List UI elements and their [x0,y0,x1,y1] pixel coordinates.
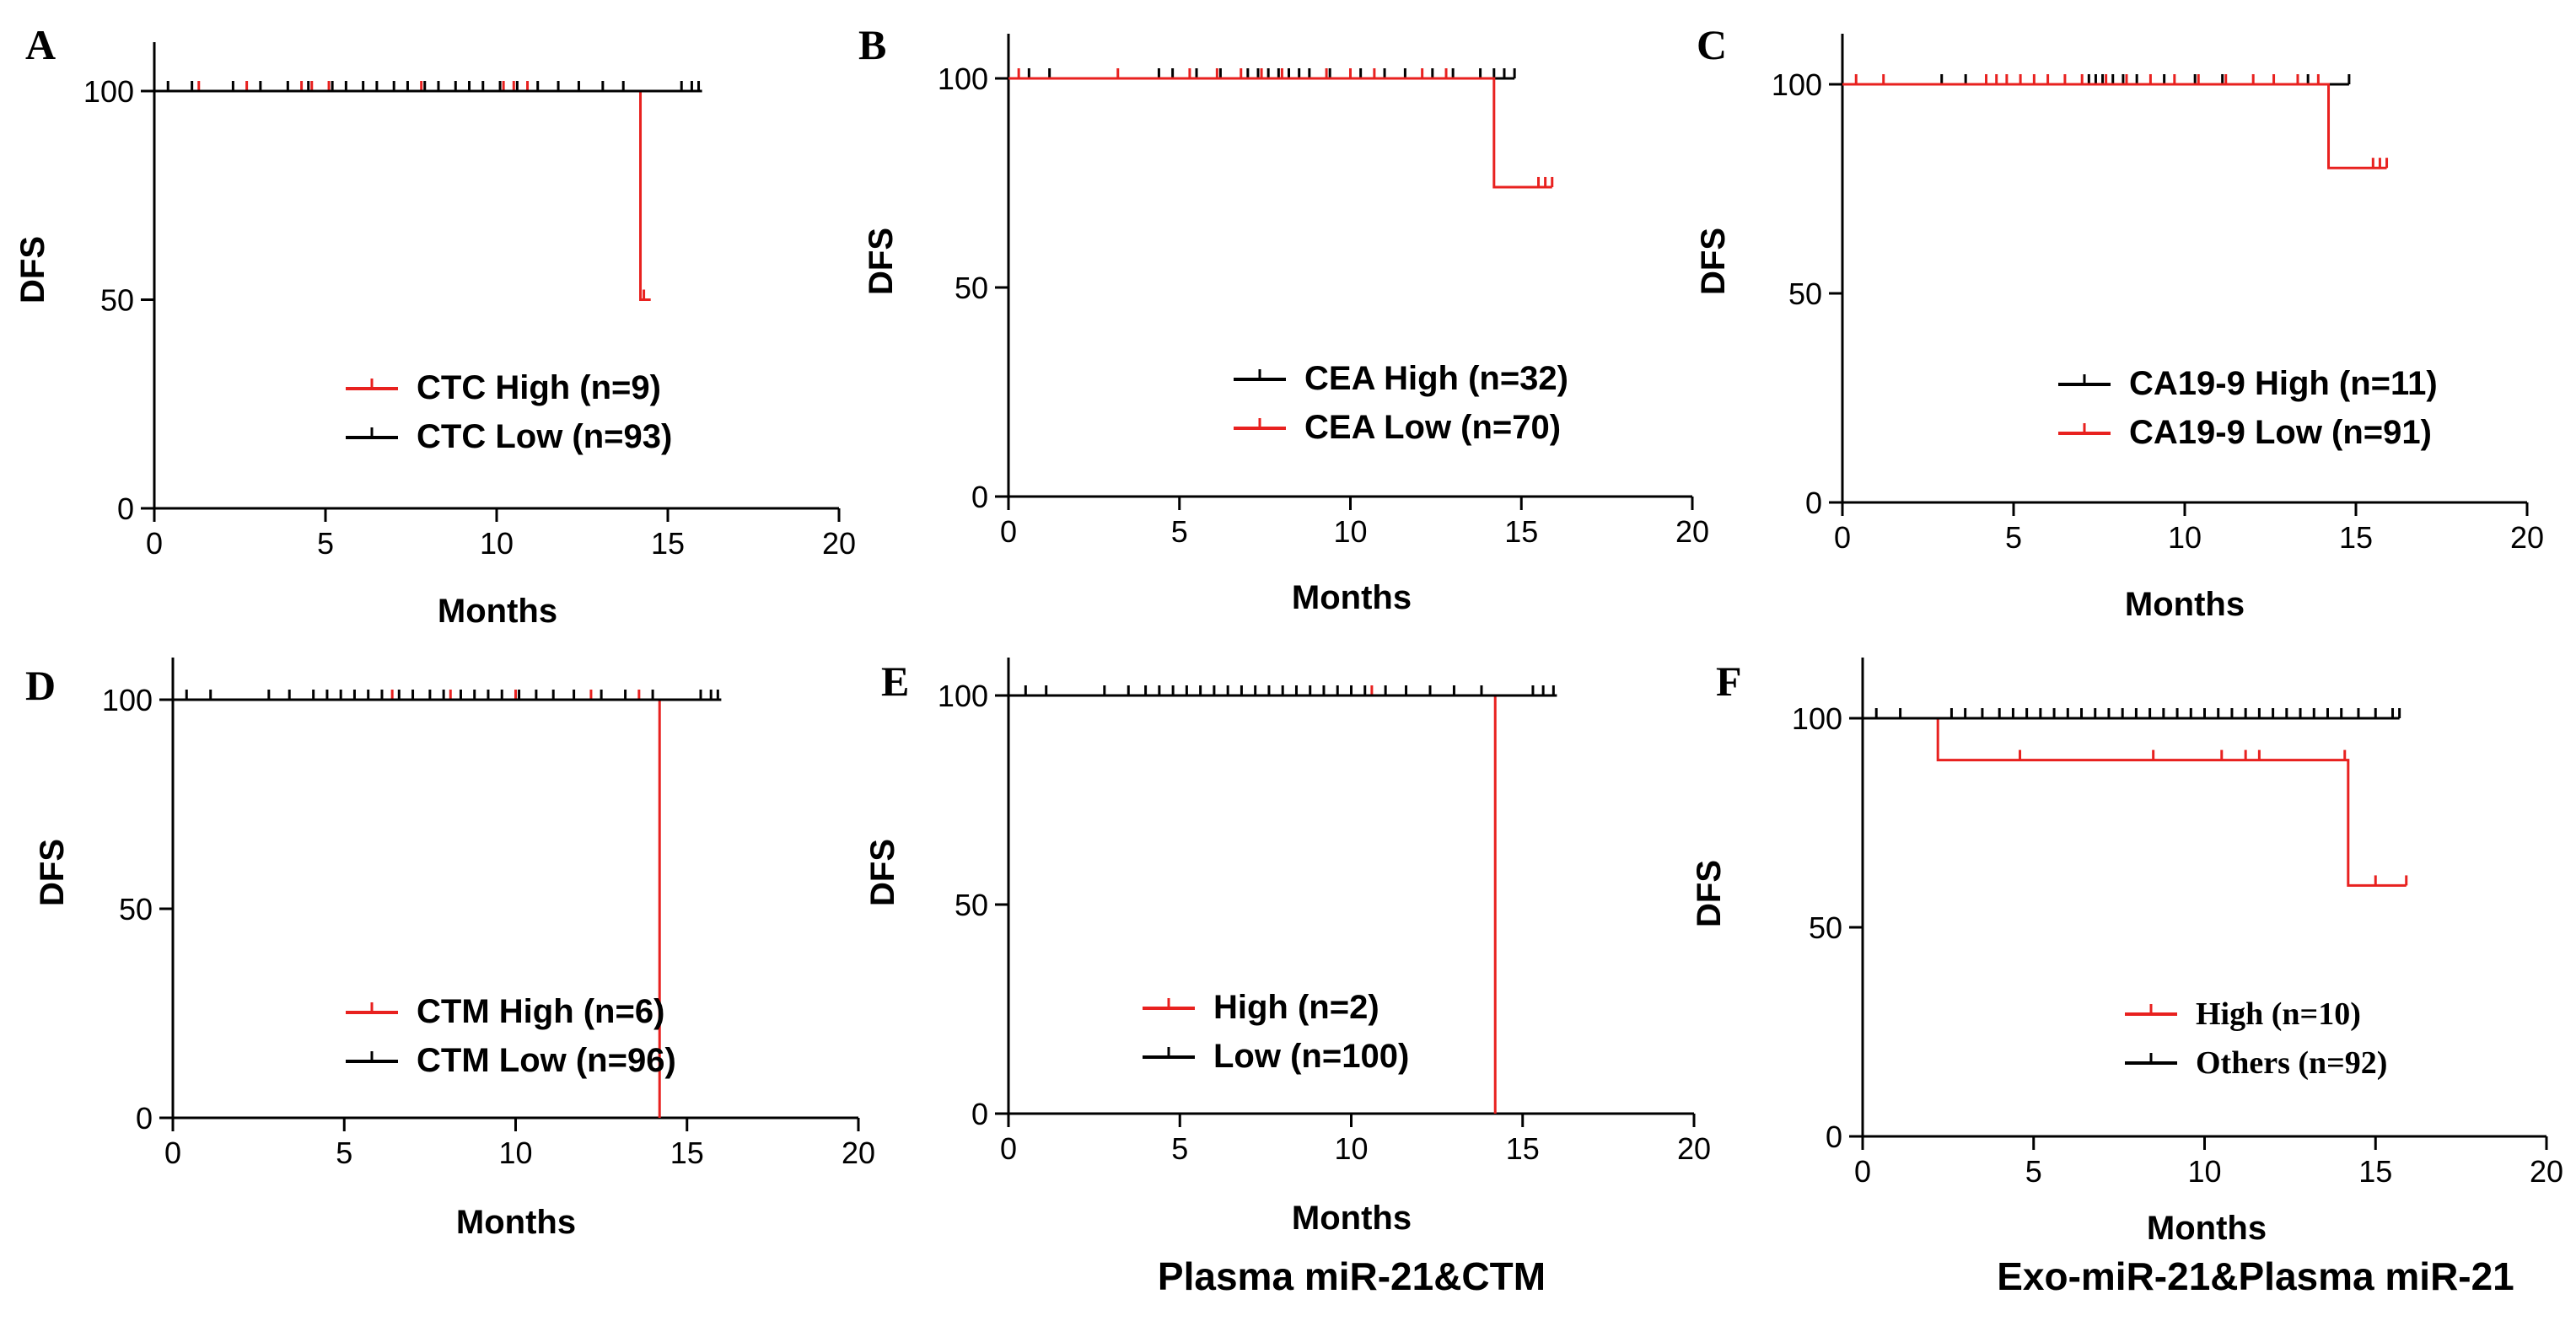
y-tick-label: 0 [1826,1120,1842,1154]
panel-e: 0 5 10 15 20 0 50 100 Months DFS E High (n=2) Low (n… [864,658,1711,1298]
x-axis-title: Months [1292,579,1412,616]
x-axis-title: Months [2125,586,2245,623]
x-tick-label: 5 [1171,1131,1188,1166]
x-tick-label: 15 [670,1136,704,1170]
panel-b: 0 5 10 15 20 0 50 100 Months DFS B CEA High (n=32) C… [858,21,1709,616]
panel-a: 0 5 10 15 20 0 50 100 Months DFS A CTC High (n=9) CT… [14,21,856,630]
survival-curve-2 [1842,83,2387,169]
y-tick-label: 50 [100,283,134,318]
legend-label: CTM Low (n=96) [417,1042,676,1079]
x-tick-label: 10 [2168,520,2202,555]
y-tick-label: 100 [83,74,134,109]
y-tick-label: 50 [119,892,153,926]
y-axis-title: DFS [34,839,71,906]
x-tick-label: 20 [2530,1154,2563,1189]
x-tick-label: 5 [317,526,334,561]
legend-label: CEA High (n=32) [1304,360,1568,397]
x-tick-label: 10 [2187,1154,2221,1189]
y-tick-label: 50 [1788,277,1822,311]
x-axis-title: Months [456,1204,576,1241]
legend-label: CA19-9 Low (n=91) [2129,414,2432,451]
y-tick-label: 0 [1805,486,1822,520]
survival-curve-2 [1008,77,1552,189]
y-axis-title: DFS [1691,860,1728,927]
x-tick-label: 20 [842,1136,875,1170]
x-tick-label: 5 [1171,514,1188,549]
x-tick-label: 20 [1677,1131,1711,1166]
y-tick-label: 0 [971,480,988,514]
panel-letter: A [25,21,56,68]
survival-curve-1 [154,89,651,301]
x-tick-label: 10 [1334,1131,1368,1166]
legend-label: CTC Low (n=93) [417,418,672,455]
x-tick-label: 0 [1000,1131,1017,1166]
panel-caption: Plasma miR-21&CTM [1158,1254,1546,1298]
y-tick-label: 100 [938,62,988,96]
panel-letter: C [1697,21,1727,68]
panel-letter: D [25,662,56,709]
x-tick-label: 0 [1000,514,1017,549]
y-tick-label: 0 [971,1097,988,1131]
y-tick-label: 100 [1772,67,1822,102]
y-tick-label: 50 [1809,910,1842,945]
legend-label: Low (n=100) [1213,1038,1409,1075]
x-tick-label: 15 [2358,1154,2392,1189]
legend-label: High (n=2) [1213,989,1379,1026]
panel-c: 0 5 10 15 20 0 50 100 Months DFS C CA19-9 High (n=1… [1695,21,2544,623]
x-tick-label: 20 [822,526,856,561]
legend-label: CTC High (n=9) [417,369,661,406]
y-tick-label: 50 [955,888,988,922]
x-tick-label: 5 [336,1136,352,1170]
y-tick-label: 0 [136,1101,153,1136]
x-tick-label: 15 [1506,1131,1540,1166]
y-tick-label: 100 [102,683,153,717]
y-tick-label: 100 [938,679,988,713]
x-tick-label: 5 [2005,520,2022,555]
legend-label: High (n=10) [2196,996,2361,1032]
x-tick-label: 5 [2025,1154,2042,1189]
x-tick-label: 10 [498,1136,532,1170]
x-tick-label: 15 [651,526,685,561]
x-tick-label: 15 [1504,514,1538,549]
legend-label: Others (n=92) [2196,1045,2387,1081]
x-tick-label: 10 [480,526,514,561]
panel-caption: Exo-miR-21&Plasma miR-21 [1997,1254,2514,1298]
y-axis-title: DFS [863,228,900,295]
y-tick-label: 0 [117,491,134,526]
legend-label: CEA Low (n=70) [1304,409,1561,446]
panel-letter: F [1716,658,1742,705]
x-axis-title: Months [2147,1210,2267,1247]
x-tick-label: 10 [1333,514,1367,549]
x-tick-label: 0 [1834,520,1851,555]
x-axis-title: Months [438,593,557,630]
y-axis-title: DFS [14,236,51,303]
panel-d: 0 5 10 15 20 0 50 100 Months DFS D CTM High (n=6) CT… [25,658,875,1241]
legend-label: CA19-9 High (n=11) [2129,365,2438,402]
x-tick-label: 0 [146,526,163,561]
panel-letter: B [858,21,886,68]
legend-label: CTM High (n=6) [417,993,664,1030]
panel-f: 0 5 10 15 20 0 50 100 Months DFS F High (n=10) Other… [1691,658,2563,1298]
x-axis-title: Months [1292,1200,1412,1237]
x-tick-label: 20 [2510,520,2544,555]
survival-curve-1 [1863,717,2407,887]
x-tick-label: 20 [1675,514,1709,549]
x-tick-label: 15 [2339,520,2373,555]
y-tick-label: 100 [1792,701,1842,736]
x-tick-label: 0 [164,1136,181,1170]
y-axis-title: DFS [1695,228,1732,295]
x-tick-label: 0 [1854,1154,1871,1189]
y-axis-title: DFS [864,839,901,906]
panel-letter: E [881,658,909,705]
y-tick-label: 50 [955,271,988,305]
